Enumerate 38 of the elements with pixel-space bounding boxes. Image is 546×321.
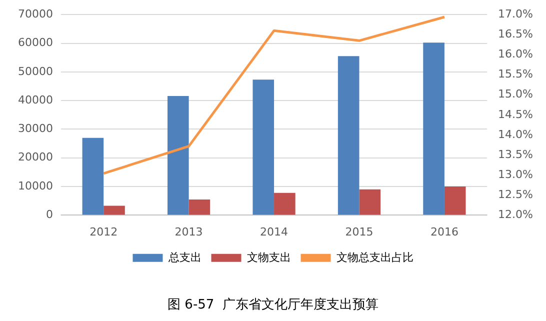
- y-tick-label: 50000: [18, 64, 53, 78]
- y-tick-label: 30000: [18, 122, 53, 136]
- y-tick-label: 0: [46, 208, 53, 222]
- legend-label: 文物总支出占比: [336, 250, 414, 264]
- bar: [338, 56, 360, 215]
- y2-tick-label: 16.0%: [498, 48, 534, 61]
- x-tick-label: 2016: [430, 226, 458, 239]
- y-tick-label: 60000: [18, 36, 53, 50]
- y2-tick-label: 12.5%: [498, 188, 534, 201]
- y2-tick-label: 13.0%: [498, 168, 534, 181]
- y-tick-label: 20000: [18, 150, 53, 164]
- y2-tick-label: 16.5%: [498, 28, 534, 41]
- y2-tick-label: 17.0%: [498, 7, 534, 20]
- y2-tick-label: 15.0%: [498, 88, 534, 101]
- x-tick-label: 2015: [345, 226, 374, 239]
- y2-tick-label: 12.0%: [498, 208, 534, 222]
- bar: [82, 138, 104, 215]
- text: 图 6-57 广东省文化厅年度支出预算: [168, 296, 378, 313]
- bar: [274, 192, 296, 215]
- x-tick-label: 2012: [90, 226, 118, 239]
- bar: [168, 96, 189, 215]
- bar: [188, 199, 210, 215]
- y2-tick-label: 14.5%: [498, 108, 534, 121]
- legend-label: 文物支出: [246, 250, 291, 264]
- y-tick-label: 70000: [18, 7, 53, 20]
- y2-tick-label: 14.0%: [498, 128, 534, 141]
- bar: [359, 189, 381, 215]
- bar: [104, 206, 125, 215]
- x-tick-label: 2014: [260, 226, 288, 239]
- y2-tick-label: 15.5%: [498, 68, 534, 81]
- bar: [423, 42, 444, 215]
- y-tick-label: 10000: [18, 179, 53, 192]
- y2-tick-label: 13.5%: [498, 148, 534, 161]
- y-tick-label: 40000: [18, 93, 53, 106]
- legend-label: 总支出: [167, 250, 202, 264]
- bar: [252, 80, 274, 215]
- bar: [444, 186, 466, 215]
- x-tick-label: 2013: [174, 226, 203, 239]
